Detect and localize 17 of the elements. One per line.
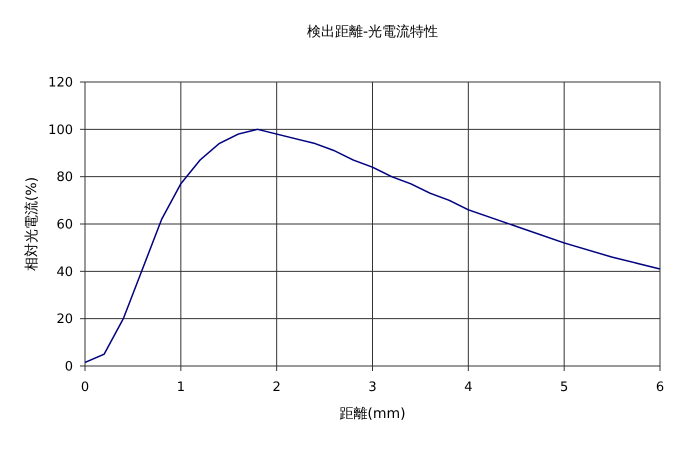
x-tick-label: 1 (176, 380, 185, 395)
x-tick-label: 3 (368, 380, 377, 395)
x-tick-label: 4 (464, 380, 472, 395)
y-tick-label: 120 (48, 76, 73, 91)
x-tick-label: 6 (656, 380, 664, 395)
y-tick-label: 60 (56, 218, 73, 233)
x-axis-title: 距離(mm) (339, 406, 406, 422)
x-tick-label: 2 (272, 380, 281, 395)
y-axis-title: 相対光電流(%) (24, 176, 40, 272)
y-tick-label: 100 (48, 122, 73, 138)
x-tick-label: 0 (80, 380, 90, 395)
chart-title: 検出距離-光電流特性 (306, 24, 438, 40)
y-tick-label: 0 (64, 360, 73, 375)
y-tick-label: 40 (56, 264, 73, 280)
y-tick-label: 80 (56, 170, 73, 186)
x-tick-label: 5 (560, 380, 568, 395)
y-tick-label: 20 (56, 312, 73, 328)
